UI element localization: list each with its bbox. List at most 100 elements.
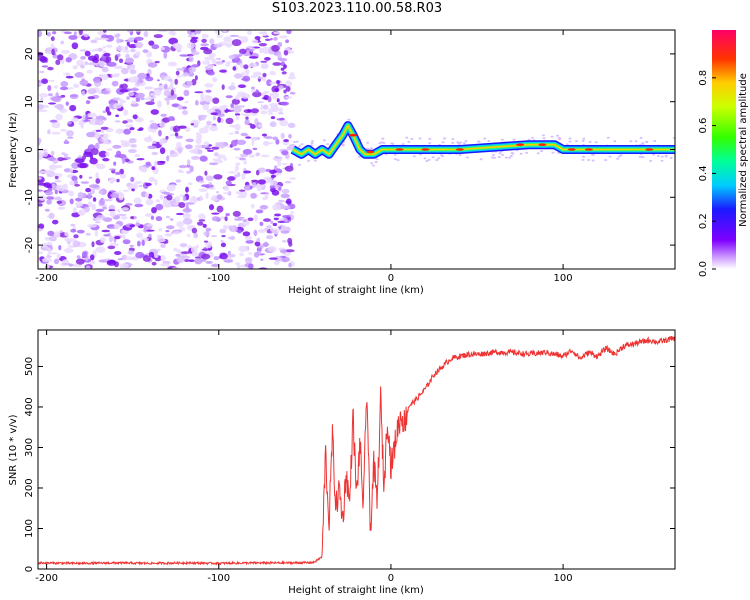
signal-scatter-dot (418, 137, 422, 140)
noise-blob (160, 243, 167, 248)
noise-blob (94, 221, 101, 224)
noise-blob (259, 47, 263, 54)
signal-scatter-dot (410, 137, 414, 140)
noise-blob (241, 173, 246, 180)
noise-blob (245, 240, 254, 244)
noise-blob (64, 248, 74, 254)
noise-blob (289, 72, 295, 78)
noise-blob (90, 148, 99, 156)
noise-blob (145, 182, 152, 187)
noise-blob (283, 139, 289, 143)
noise-blob (183, 259, 190, 262)
noise-blob (260, 60, 268, 63)
signal-scatter-dot (451, 137, 455, 140)
signal-band-core (292, 124, 675, 156)
signal-scatter-dot (443, 137, 446, 140)
noise-blob (283, 89, 287, 94)
noise-blob (94, 134, 100, 139)
noise-blob (142, 49, 149, 54)
noise-blob (52, 96, 62, 103)
noise-blob (285, 86, 291, 92)
noise-blob (113, 223, 121, 230)
noise-blob (113, 161, 117, 166)
noise-blob (186, 80, 193, 86)
signal-scatter-dot (423, 157, 427, 160)
noise-blob (234, 262, 241, 266)
noise-blob (38, 189, 44, 192)
noise-blob (38, 177, 42, 180)
noise-blob (204, 83, 214, 88)
noise-blob (87, 112, 97, 118)
y-tick-label: 20 (24, 48, 35, 61)
noise-blob (49, 173, 59, 176)
noise-blob (51, 48, 55, 56)
noise-blob (114, 120, 121, 123)
noise-blob (198, 127, 209, 134)
signal-scatter-dot (437, 157, 441, 160)
noise-blob (157, 30, 168, 33)
noise-blob (223, 185, 230, 192)
noise-blob (61, 259, 69, 267)
noise-blob (85, 114, 89, 122)
signal-scatter-dot (581, 158, 585, 161)
noise-blob (156, 238, 166, 243)
colorbar-gradient (712, 30, 736, 269)
noise-blob (182, 110, 188, 116)
noise-blob (95, 129, 102, 132)
signal-scatter-dot (531, 136, 535, 139)
noise-blob (105, 56, 110, 64)
noise-blob (251, 39, 259, 44)
noise-blob (159, 194, 164, 200)
noise-blob (238, 105, 245, 108)
noise-blob (213, 152, 219, 157)
noise-blob (211, 146, 220, 150)
signal-scatter-dot (613, 140, 617, 143)
noise-blob (108, 168, 117, 171)
noise-blob (278, 85, 284, 90)
noise-blob (95, 172, 99, 180)
signal-scatter-dot (451, 141, 455, 144)
y-tick-label: 0 (24, 146, 35, 152)
noise-blob (148, 176, 156, 183)
noise-blob (172, 42, 182, 49)
noise-blob (84, 50, 91, 57)
noise-blob (198, 213, 206, 220)
noise-blob (120, 140, 126, 143)
noise-blob (97, 31, 105, 36)
noise-blob (272, 136, 279, 141)
noise-blob (105, 34, 115, 42)
noise-blob (122, 50, 130, 53)
signal-scatter-dot (587, 159, 591, 161)
noise-blob (274, 213, 282, 217)
noise-blob (250, 192, 257, 199)
noise-blob (258, 43, 267, 47)
noise-blob (74, 158, 85, 164)
noise-blob (287, 122, 296, 129)
noise-blob (252, 91, 262, 98)
signal-scatter-dot (293, 140, 297, 143)
noise-blob (262, 104, 269, 110)
noise-blob (146, 51, 153, 58)
noise-blob (273, 217, 279, 221)
noise-blob (187, 233, 191, 238)
noise-blob (206, 64, 215, 68)
noise-blob (249, 185, 253, 190)
noise-blob (210, 112, 218, 116)
noise-blob (150, 215, 154, 220)
noise-blob (269, 38, 273, 41)
noise-blob (209, 125, 218, 132)
noise-blob (208, 53, 216, 58)
noise-blob (88, 176, 93, 179)
noise-blob (40, 56, 48, 63)
noise-blob (243, 160, 247, 165)
noise-blob (72, 207, 77, 213)
signal-scatter-dot (462, 142, 466, 145)
x-tick-label: 100 (554, 573, 573, 584)
noise-blob (263, 91, 270, 94)
signal-scatter-dot (656, 154, 660, 157)
y-tick-label: 10 (24, 95, 35, 108)
noise-blob (273, 31, 281, 35)
noise-blob (47, 85, 52, 92)
noise-blob (231, 139, 238, 147)
noise-blob (94, 48, 100, 52)
